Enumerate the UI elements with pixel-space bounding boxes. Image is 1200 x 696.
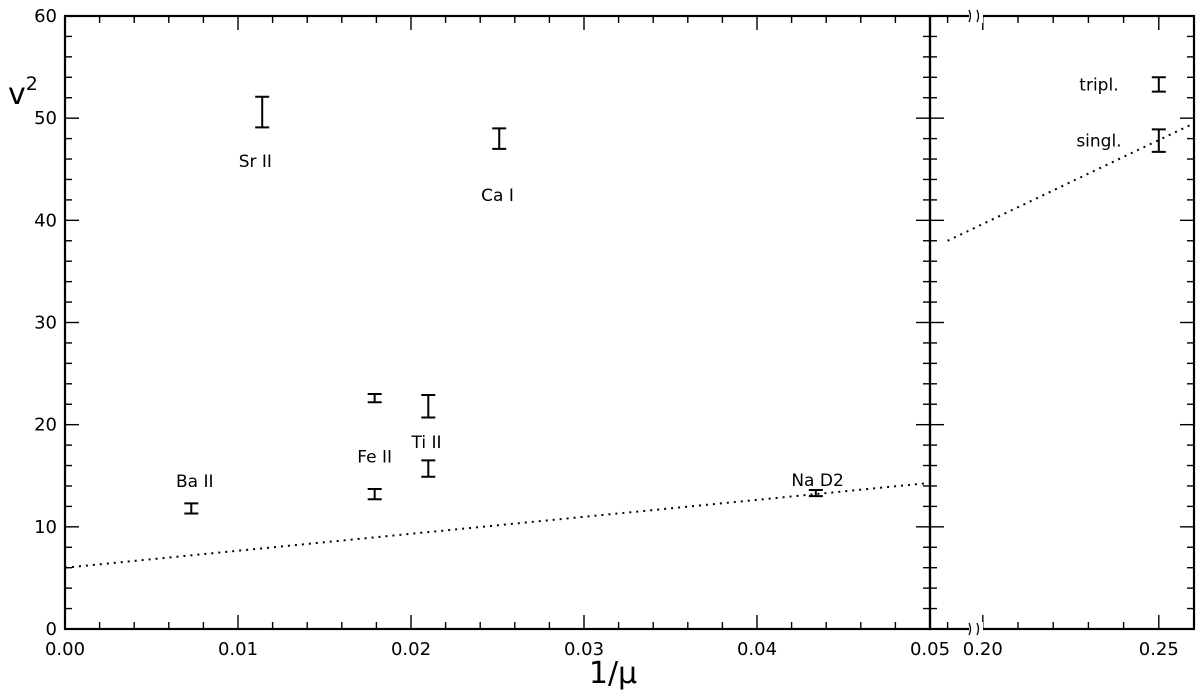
error-bar [492,127,507,150]
y-axis-label-base: v [8,77,26,112]
y-tick-label: 10 [34,517,57,538]
inset-frame [928,14,1196,631]
point-label: tripl. [1079,75,1118,95]
main-x-tick-label: 0.01 [218,639,258,660]
y-tick-label: 50 [34,108,57,129]
y-tick-label: 30 [34,313,57,334]
point-label: Ba II [176,472,214,492]
error-bar [367,393,382,404]
axis-break-gap [969,622,983,636]
main-x-tick-label: 0.05 [910,639,950,660]
axis-break-gap [969,9,983,23]
y-tick-label: 40 [34,210,57,231]
main-x-tick-label: 0.02 [391,639,431,660]
y-tick-label: 0 [46,619,57,640]
error-bar [421,394,436,419]
axis-ticks: 0 10 20 30 40 50 60 0.00 0.01 0.02 0.03 0.04 0.05 0.2… [34,6,1195,660]
main-frame [63,14,932,631]
inset-x-tick-label: 0.20 [963,639,1003,660]
y-tick-label: 60 [34,6,57,27]
error-bar [367,488,382,501]
error-bar [184,502,199,515]
main-x-tick-label: 0.04 [737,639,777,660]
error-bar [421,459,436,478]
inset-x-tick-label: 0.25 [1139,639,1179,660]
main-x-tick-label: 0.03 [564,639,604,660]
error-bar [808,489,823,498]
axis-break-top [968,9,980,23]
main-x-tick-label: 0.00 [45,639,85,660]
main-fit-line [64,481,931,569]
point-label: Sr II [239,152,272,172]
axis-break-bottom [968,622,980,636]
y-axis-label-superscript: 2 [26,73,38,95]
plot-frames [63,9,1196,636]
x-axis-label: 1/μ [589,656,637,691]
y-tick-label: 20 [34,415,57,436]
fit-lines [64,122,1195,569]
error-bar [255,95,270,129]
point-label: singl. [1076,132,1121,152]
y-axis-label: v2 [8,73,38,112]
point-label: Ca I [481,186,514,206]
inset-fit-line [947,122,1195,242]
error-bar [1151,76,1166,93]
data-points [184,76,1166,515]
error-bar [1151,128,1166,153]
axis-labels: 1/μ v2 [8,73,637,691]
point-label: Fe II [357,447,392,467]
point-label: Na D2 [791,471,843,491]
point-labels: Ba II Sr II Fe II Ti II Ca I Na D2 tripl. singl… [176,75,1122,491]
point-label: Ti II [411,433,442,453]
